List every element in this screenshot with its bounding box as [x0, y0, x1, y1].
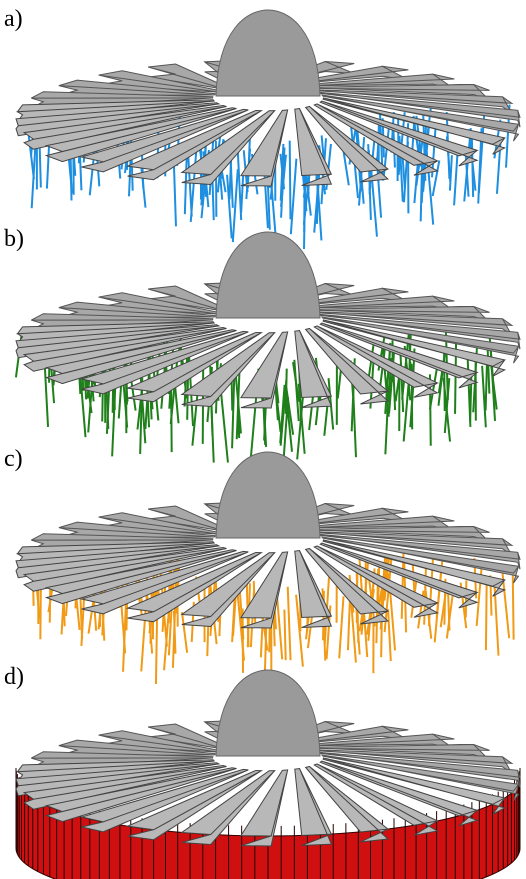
support [472, 136, 473, 197]
support [339, 596, 343, 658]
support [187, 350, 188, 420]
impeller-render [16, 670, 520, 879]
support [513, 566, 514, 640]
support [466, 580, 467, 617]
panel-label: a) [4, 6, 23, 32]
support [468, 358, 471, 427]
support [421, 159, 422, 221]
hub-dome [216, 452, 320, 538]
support [291, 159, 297, 235]
support [191, 149, 197, 222]
panel-label: b) [4, 226, 24, 252]
hub-dome [216, 10, 320, 96]
support [477, 561, 482, 626]
support [221, 394, 228, 462]
support [284, 610, 285, 661]
panel-label: d) [4, 664, 24, 690]
panel-label: c) [4, 446, 23, 472]
support [288, 587, 291, 660]
support [238, 149, 242, 220]
hub-dome [216, 670, 320, 756]
support [388, 609, 391, 661]
support [156, 612, 157, 684]
impeller-render [16, 10, 520, 249]
support [486, 583, 487, 650]
support [454, 149, 458, 205]
figure: a) b) c) d) [0, 0, 526, 879]
support [290, 141, 291, 220]
impeller-render [16, 452, 520, 686]
impeller-render [16, 232, 520, 473]
support [182, 612, 187, 653]
